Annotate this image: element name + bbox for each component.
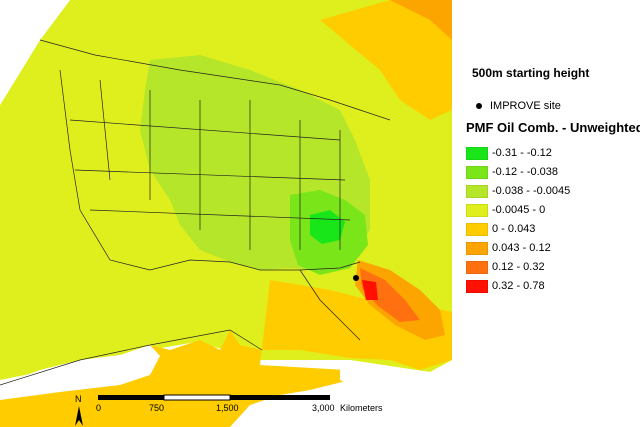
- scale-tick-label: 3,000: [312, 403, 335, 413]
- improve-site-marker[interactable]: [353, 275, 359, 281]
- north-arrow-label: N: [75, 394, 82, 404]
- site-legend-label: IMPROVE site: [490, 100, 561, 112]
- scale-tick-label: 0: [96, 403, 101, 413]
- scale-bar-segment-3: [230, 395, 330, 400]
- legend-class-label: 0.32 - 0.78: [492, 280, 545, 292]
- legend-class-label: 0 - 0.043: [492, 223, 536, 235]
- legend-class-label: -0.038 - -0.0045: [492, 185, 571, 197]
- atlantic-plume-red: [362, 280, 378, 300]
- legend-swatch: [466, 260, 488, 274]
- legend-class-item: -0.0045 - 0: [466, 203, 545, 217]
- legend-class-item: -0.12 - -0.038: [466, 165, 558, 179]
- legend-swatch: [466, 241, 488, 255]
- legend-swatch: [466, 165, 488, 179]
- atlantic-plume-dark-orange: [360, 268, 420, 322]
- scale-tick-label: 750: [149, 403, 164, 413]
- boundary-lines: [0, 39, 391, 386]
- legend-class-item: 0.043 - 0.12: [466, 241, 551, 255]
- scale-bar: 0 750 1,500 3,000 Kilometers: [96, 394, 383, 413]
- legend-swatch: [466, 222, 488, 236]
- legend-class-item: 0.32 - 0.78: [466, 279, 545, 293]
- legend-class-item: -0.31 - -0.12: [466, 146, 552, 160]
- scale-bar-segment-2: [163, 394, 231, 401]
- caribbean-unshaded-area: [340, 362, 410, 392]
- legend-swatch: [466, 184, 488, 198]
- southern-unshaded-area: [0, 345, 160, 400]
- legend-class-label: -0.12 - -0.038: [492, 166, 559, 178]
- legend-class-item: 0.12 - 0.32: [466, 260, 545, 274]
- north-arrow-icon: N: [75, 394, 83, 426]
- legend-swatch: [466, 146, 488, 160]
- northeast-darker-orange: [390, 0, 452, 40]
- pacific-unshaded-area: [0, 0, 70, 105]
- map-panel[interactable]: 0 750 1,500 3,000 Kilometers N: [0, 0, 452, 427]
- northeast-orange-region: [320, 0, 452, 120]
- legend-class-item: -0.038 - -0.0045: [466, 184, 570, 198]
- site-marker-icon: [476, 103, 482, 109]
- legend-class-label: 0.12 - 0.32: [492, 261, 545, 273]
- legend-class-item: 0 - 0.043: [466, 222, 535, 236]
- site-legend-item: IMPROVE site: [476, 100, 561, 112]
- legend-class-label: -0.31 - -0.12: [492, 147, 552, 159]
- legend-class-label: 0.043 - 0.12: [492, 242, 551, 254]
- scale-tick-label: 1,500: [216, 403, 239, 413]
- legend-class-label: -0.0045 - 0: [492, 204, 546, 216]
- legend-panel: 500m starting height IMPROVE site PMF Oi…: [452, 0, 640, 427]
- legend-swatch: [466, 203, 488, 217]
- scale-units-label: Kilometers: [340, 403, 383, 413]
- southern-orange-region: [0, 280, 452, 427]
- map-canvas[interactable]: 0 750 1,500 3,000 Kilometers N: [0, 0, 452, 427]
- starting-height-label: 500m starting height: [472, 66, 590, 80]
- legend-swatch: [466, 279, 488, 293]
- scale-bar-segment-1: [98, 395, 164, 400]
- layer-title: PMF Oil Comb. - Unweighted: [466, 120, 640, 135]
